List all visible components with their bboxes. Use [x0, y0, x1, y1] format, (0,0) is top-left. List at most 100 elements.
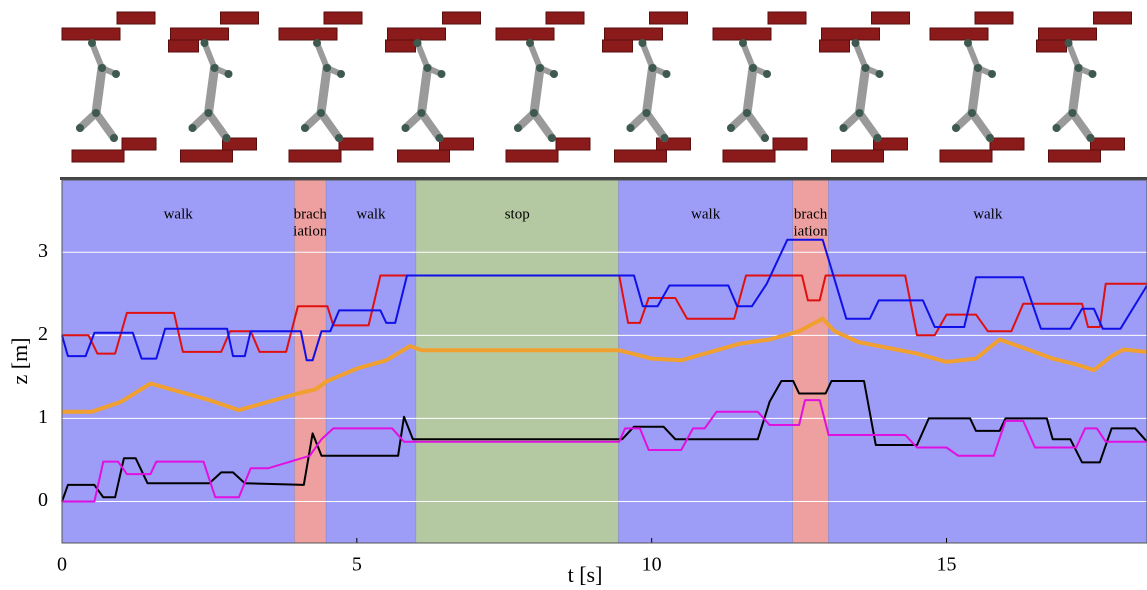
robot-joint: [402, 124, 410, 132]
robot-joint: [414, 39, 422, 47]
beam: [221, 12, 259, 24]
robot-joint: [749, 64, 757, 72]
robot-joint: [1065, 39, 1073, 47]
phase-label: walk: [691, 206, 721, 222]
beam: [975, 12, 1013, 24]
robot-joint: [840, 124, 848, 132]
beam: [556, 138, 590, 150]
figure: walkbrachiationwalkstopwalkbrachiationwa…: [0, 0, 1147, 590]
robot-joint: [727, 124, 735, 132]
phase-label: stop: [505, 206, 530, 222]
robot-joint: [874, 134, 882, 142]
robot-arm: [743, 43, 753, 68]
robot-joint: [335, 134, 343, 142]
robot-joint: [639, 39, 647, 47]
beam: [62, 28, 120, 40]
robot-joint: [649, 64, 657, 72]
beam: [72, 150, 124, 162]
phase-region: [829, 180, 1147, 543]
robot-arm: [418, 43, 428, 68]
robot-joint: [317, 109, 325, 117]
robot-joint: [514, 124, 522, 132]
beam: [440, 138, 474, 150]
beam: [181, 150, 233, 162]
y-tick-label: 2: [38, 323, 48, 345]
beam: [713, 28, 771, 40]
x-tick-label: 5: [352, 554, 362, 576]
beam: [117, 12, 155, 24]
robot-body: [860, 68, 866, 113]
robot-illustrations: [62, 12, 1132, 162]
robot-arm: [530, 43, 540, 68]
robot-joint: [301, 124, 309, 132]
robot-joint: [663, 70, 671, 78]
robot-joint: [548, 134, 556, 142]
phase-label: brach: [294, 206, 328, 222]
beam: [872, 12, 910, 24]
robot-arm: [92, 43, 102, 68]
robot-joint: [337, 70, 345, 78]
robot-leg: [321, 113, 339, 138]
x-axis-label: t [s]: [568, 562, 603, 587]
robot-body: [647, 68, 653, 113]
beam: [1049, 150, 1101, 162]
beam: [496, 28, 554, 40]
robot-joint: [201, 39, 209, 47]
y-tick-label: 0: [38, 489, 48, 511]
robot-joint: [1089, 70, 1097, 78]
robot-leg: [96, 113, 114, 138]
robot-joint: [763, 70, 771, 78]
y-tick-label: 1: [38, 406, 48, 428]
beam: [1039, 28, 1097, 40]
robot-joint: [986, 134, 994, 142]
phase-label: iation: [293, 223, 328, 239]
robot-joint: [968, 109, 976, 117]
robot-body: [209, 68, 215, 113]
robot-leg: [1073, 113, 1091, 138]
robot-body: [1073, 68, 1079, 113]
beam: [546, 12, 584, 24]
beam: [443, 12, 481, 24]
robot-joint: [225, 70, 233, 78]
robot-joint: [189, 124, 197, 132]
robot-arm: [643, 43, 653, 68]
robot-joint: [313, 39, 321, 47]
beam: [768, 12, 806, 24]
beam: [820, 40, 850, 52]
robot-joint: [112, 70, 120, 78]
robot-joint: [110, 134, 118, 142]
beam: [650, 12, 688, 24]
robot-arm: [856, 43, 866, 68]
robot-joint: [964, 39, 972, 47]
robot-arm: [317, 43, 327, 68]
robot-leg: [747, 113, 765, 138]
beam: [388, 28, 446, 40]
robot-joint: [205, 109, 213, 117]
robot-joint: [876, 70, 884, 78]
robot-joint: [88, 39, 96, 47]
beam: [122, 138, 156, 150]
phase-label: walk: [356, 206, 386, 222]
robot-joint: [323, 64, 331, 72]
beam: [279, 28, 337, 40]
y-tick-label: 3: [38, 240, 48, 262]
robot-joint: [536, 64, 544, 72]
robot-body: [96, 68, 102, 113]
beam: [289, 150, 341, 162]
robot-joint: [852, 39, 860, 47]
robot-joint: [988, 70, 996, 78]
phase-region: [416, 180, 619, 543]
robot-joint: [424, 64, 432, 72]
robot-arm: [968, 43, 978, 68]
robot-joint: [627, 124, 635, 132]
robot-joint: [643, 109, 651, 117]
robot-joint: [952, 124, 960, 132]
beam: [1094, 12, 1132, 24]
robot-joint: [1069, 109, 1077, 117]
robot-joint: [1087, 134, 1095, 142]
robot-joint: [856, 109, 864, 117]
robot-joint: [743, 109, 751, 117]
robot-joint: [1053, 124, 1061, 132]
phase-region: [619, 180, 793, 543]
robot-arm: [1069, 43, 1079, 68]
